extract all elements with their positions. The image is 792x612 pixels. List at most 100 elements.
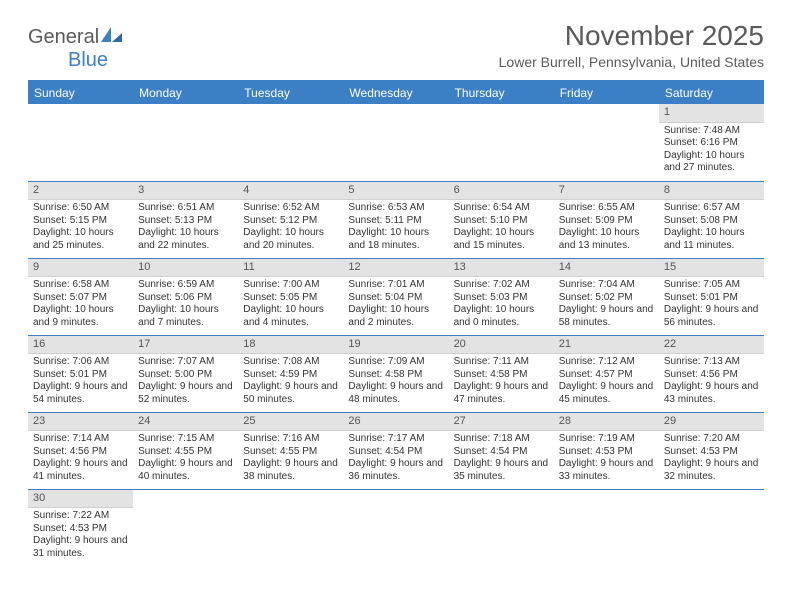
daylight-text: Daylight: 9 hours and 50 minutes. [243, 381, 338, 406]
calendar-day [343, 489, 448, 566]
sunset-text: Sunset: 4:53 PM [559, 446, 654, 459]
day-body: Sunrise: 7:12 AMSunset: 4:57 PMDaylight:… [554, 354, 659, 408]
sunset-text: Sunset: 5:01 PM [664, 292, 759, 305]
header: GeneralBlue November 2025 Lower Burrell,… [28, 20, 764, 72]
day-body: Sunrise: 7:11 AMSunset: 4:58 PMDaylight:… [449, 354, 554, 408]
calendar-day: 1Sunrise: 7:48 AMSunset: 6:16 PMDaylight… [659, 104, 764, 181]
calendar-day: 5Sunrise: 6:53 AMSunset: 5:11 PMDaylight… [343, 181, 448, 258]
sunrise-text: Sunrise: 6:51 AM [138, 202, 233, 215]
daylight-text: Daylight: 10 hours and 13 minutes. [559, 227, 654, 252]
sunrise-text: Sunrise: 6:58 AM [33, 279, 128, 292]
day-body: Sunrise: 7:13 AMSunset: 4:56 PMDaylight:… [659, 354, 764, 408]
calendar-day [343, 104, 448, 181]
daylight-text: Daylight: 9 hours and 31 minutes. [33, 535, 128, 560]
sunrise-text: Sunrise: 6:57 AM [664, 202, 759, 215]
sunset-text: Sunset: 5:01 PM [33, 369, 128, 382]
calendar-day: 12Sunrise: 7:01 AMSunset: 5:04 PMDayligh… [343, 258, 448, 335]
daylight-text: Daylight: 9 hours and 41 minutes. [33, 458, 128, 483]
day-number: 22 [659, 336, 764, 355]
sunset-text: Sunset: 5:15 PM [33, 215, 128, 228]
day-body: Sunrise: 6:54 AMSunset: 5:10 PMDaylight:… [449, 200, 554, 254]
day-number: 17 [133, 336, 238, 355]
sunset-text: Sunset: 4:54 PM [348, 446, 443, 459]
day-number: 25 [238, 413, 343, 432]
day-body: Sunrise: 7:01 AMSunset: 5:04 PMDaylight:… [343, 277, 448, 331]
day-number: 7 [554, 182, 659, 201]
sunrise-text: Sunrise: 7:09 AM [348, 356, 443, 369]
day-number: 15 [659, 259, 764, 278]
day-body: Sunrise: 7:14 AMSunset: 4:56 PMDaylight:… [28, 431, 133, 485]
sunrise-text: Sunrise: 7:13 AM [664, 356, 759, 369]
weekday-header: Saturday [659, 81, 764, 104]
sunrise-text: Sunrise: 7:19 AM [559, 433, 654, 446]
sunrise-text: Sunrise: 6:59 AM [138, 279, 233, 292]
calendar-day: 10Sunrise: 6:59 AMSunset: 5:06 PMDayligh… [133, 258, 238, 335]
day-body: Sunrise: 6:53 AMSunset: 5:11 PMDaylight:… [343, 200, 448, 254]
sunrise-text: Sunrise: 6:55 AM [559, 202, 654, 215]
daylight-text: Daylight: 10 hours and 11 minutes. [664, 227, 759, 252]
day-number: 29 [659, 413, 764, 432]
sunrise-text: Sunrise: 6:53 AM [348, 202, 443, 215]
sunset-text: Sunset: 6:16 PM [664, 137, 759, 150]
calendar-day: 23Sunrise: 7:14 AMSunset: 4:56 PMDayligh… [28, 412, 133, 489]
day-body: Sunrise: 6:59 AMSunset: 5:06 PMDaylight:… [133, 277, 238, 331]
sunset-text: Sunset: 4:58 PM [348, 369, 443, 382]
day-body: Sunrise: 6:58 AMSunset: 5:07 PMDaylight:… [28, 277, 133, 331]
calendar-day [133, 104, 238, 181]
sunrise-text: Sunrise: 6:50 AM [33, 202, 128, 215]
sunrise-text: Sunrise: 7:07 AM [138, 356, 233, 369]
daylight-text: Daylight: 9 hours and 56 minutes. [664, 304, 759, 329]
calendar-day: 8Sunrise: 6:57 AMSunset: 5:08 PMDaylight… [659, 181, 764, 258]
daylight-text: Daylight: 10 hours and 2 minutes. [348, 304, 443, 329]
sunset-text: Sunset: 5:13 PM [138, 215, 233, 228]
calendar-day [554, 104, 659, 181]
calendar-day [28, 104, 133, 181]
day-body: Sunrise: 7:48 AMSunset: 6:16 PMDaylight:… [659, 123, 764, 177]
day-number: 10 [133, 259, 238, 278]
calendar-day [238, 489, 343, 566]
sunset-text: Sunset: 4:53 PM [33, 523, 128, 536]
daylight-text: Daylight: 10 hours and 27 minutes. [664, 150, 759, 175]
weekday-header: Tuesday [238, 81, 343, 104]
calendar-day: 25Sunrise: 7:16 AMSunset: 4:55 PMDayligh… [238, 412, 343, 489]
weekday-header: Friday [554, 81, 659, 104]
sunrise-text: Sunrise: 7:17 AM [348, 433, 443, 446]
sunrise-text: Sunrise: 7:14 AM [33, 433, 128, 446]
title-block: November 2025 Lower Burrell, Pennsylvani… [499, 20, 764, 70]
day-number: 30 [28, 490, 133, 509]
day-body: Sunrise: 6:51 AMSunset: 5:13 PMDaylight:… [133, 200, 238, 254]
sunrise-text: Sunrise: 7:12 AM [559, 356, 654, 369]
location: Lower Burrell, Pennsylvania, United Stat… [499, 54, 764, 70]
calendar-day: 19Sunrise: 7:09 AMSunset: 4:58 PMDayligh… [343, 335, 448, 412]
day-number: 12 [343, 259, 448, 278]
calendar-day [449, 489, 554, 566]
daylight-text: Daylight: 9 hours and 32 minutes. [664, 458, 759, 483]
calendar-day: 18Sunrise: 7:08 AMSunset: 4:59 PMDayligh… [238, 335, 343, 412]
logo-sail-icon [101, 26, 123, 48]
sunset-text: Sunset: 4:55 PM [138, 446, 233, 459]
calendar-day: 9Sunrise: 6:58 AMSunset: 5:07 PMDaylight… [28, 258, 133, 335]
calendar-day: 15Sunrise: 7:05 AMSunset: 5:01 PMDayligh… [659, 258, 764, 335]
day-body: Sunrise: 7:20 AMSunset: 4:53 PMDaylight:… [659, 431, 764, 485]
sunrise-text: Sunrise: 7:11 AM [454, 356, 549, 369]
sunset-text: Sunset: 5:07 PM [33, 292, 128, 305]
sunrise-text: Sunrise: 7:15 AM [138, 433, 233, 446]
daylight-text: Daylight: 9 hours and 40 minutes. [138, 458, 233, 483]
calendar-day: 13Sunrise: 7:02 AMSunset: 5:03 PMDayligh… [449, 258, 554, 335]
sunrise-text: Sunrise: 7:05 AM [664, 279, 759, 292]
calendar-week: 23Sunrise: 7:14 AMSunset: 4:56 PMDayligh… [28, 412, 764, 489]
day-number: 14 [554, 259, 659, 278]
calendar-week: 30Sunrise: 7:22 AMSunset: 4:53 PMDayligh… [28, 489, 764, 566]
sunset-text: Sunset: 4:56 PM [33, 446, 128, 459]
month-title: November 2025 [499, 20, 764, 52]
day-body: Sunrise: 7:06 AMSunset: 5:01 PMDaylight:… [28, 354, 133, 408]
sunrise-text: Sunrise: 7:02 AM [454, 279, 549, 292]
sunrise-text: Sunrise: 7:08 AM [243, 356, 338, 369]
day-body: Sunrise: 7:07 AMSunset: 5:00 PMDaylight:… [133, 354, 238, 408]
day-number: 3 [133, 182, 238, 201]
calendar-day [238, 104, 343, 181]
weekday-header: Sunday [28, 81, 133, 104]
sunset-text: Sunset: 5:08 PM [664, 215, 759, 228]
sunrise-text: Sunrise: 7:16 AM [243, 433, 338, 446]
calendar-week: 9Sunrise: 6:58 AMSunset: 5:07 PMDaylight… [28, 258, 764, 335]
